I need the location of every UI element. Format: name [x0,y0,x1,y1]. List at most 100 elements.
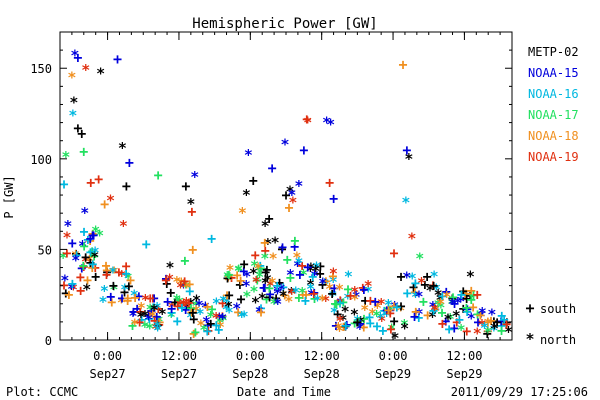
cluster-point: + [294,288,303,306]
cluster-point: + [354,312,363,330]
cluster-point: + [76,281,85,299]
cluster-point: + [298,257,307,275]
cluster-point: * [81,253,90,271]
cluster-point: * [414,287,423,305]
cluster-point: * [258,289,267,307]
cluster-point: + [358,279,367,297]
data-point-noaa-17: + [79,143,88,161]
cluster-point: + [502,315,511,333]
cluster-point: + [181,300,190,318]
cluster-point: + [353,313,362,331]
legend-entry-metp-02: METP-02 [528,45,579,59]
cluster-point: * [396,302,405,320]
cluster-point: * [242,287,251,305]
data-point-noaa-15: * [70,47,79,65]
cluster-point: + [371,292,380,310]
cluster-point: + [235,276,244,294]
cluster-point: + [155,315,164,333]
cluster-point: * [95,226,104,244]
cluster-point: + [91,259,100,277]
cluster-point: * [250,283,259,301]
cluster-point: * [124,270,133,288]
data-point-metp-02: + [122,177,131,195]
cluster-point: * [292,248,301,266]
cluster-point: * [350,283,359,301]
data-point-noaa-15: * [478,304,487,322]
cluster-point: * [377,312,386,330]
cluster-point: * [140,307,149,325]
cluster-point: + [341,317,350,335]
cluster-point: + [463,303,472,321]
cluster-point: + [378,322,387,340]
legend-entry-noaa-15: NOAA-15 [528,66,579,80]
cluster-point: + [466,287,475,305]
y-tick-label: 0 [45,334,52,348]
cluster-point: * [477,308,486,326]
cluster-point: * [430,301,439,319]
cluster-point: + [286,268,295,286]
x-tick-date: Sep28 [232,367,268,381]
cluster-point: * [202,313,211,331]
cluster-point: + [303,258,312,276]
cluster-point: + [166,284,175,302]
cluster-point: + [163,293,172,311]
cluster-point: * [428,308,437,326]
cluster-point: + [236,272,245,290]
cluster-point: + [77,259,86,277]
cluster-point: * [368,305,377,323]
cluster-point: + [259,278,268,296]
cluster-point: + [118,289,127,307]
x-tick-date: Sep27 [161,367,197,381]
cluster-point: * [158,305,167,323]
cluster-point: * [286,266,295,284]
cluster-point: * [196,317,205,335]
cluster-point: * [306,262,315,280]
cluster-point: + [212,316,221,334]
cluster-point: * [260,249,269,267]
cluster-point: * [446,310,455,328]
data-point-noaa-19: * [288,193,297,211]
cluster-point: + [489,312,498,330]
cluster-point: + [68,274,77,292]
cluster-point: + [256,299,265,317]
cluster-point: + [341,317,350,335]
cluster-point: * [457,321,466,339]
cluster-point: * [293,257,302,275]
cluster-point: * [261,274,270,292]
cluster-point: * [320,275,329,293]
cluster-point: * [456,292,465,310]
cluster-point: + [437,303,446,321]
data-point-noaa-15: * [326,115,335,133]
cluster-point: * [167,299,176,317]
cluster-point: + [448,289,457,307]
cluster-point: * [483,315,492,333]
cluster-point: * [153,318,162,336]
cluster-point: + [189,324,198,342]
cluster-point: + [386,320,395,338]
cluster-point: * [263,235,272,253]
cluster-point: * [294,254,303,272]
cluster-point: * [150,301,159,319]
cluster-point: + [331,317,340,335]
cluster-point: * [136,308,145,326]
cluster-point: * [273,285,282,303]
cluster-point: + [350,314,359,332]
cluster-point: + [260,234,269,252]
cluster-point: * [206,308,215,326]
cluster-point: + [260,278,269,296]
data-point-noaa-15: + [89,226,98,244]
cluster-point: + [170,293,179,311]
cluster-point: * [273,283,282,301]
data-point-noaa-16: + [207,230,216,248]
cluster-point: * [254,260,263,278]
data-point-metp-02: * [69,94,78,112]
cluster-point: + [152,308,161,326]
cluster-point: * [390,298,399,316]
cluster-point: + [474,313,483,331]
data-point-noaa-15: + [268,159,277,177]
cluster-point: + [309,284,318,302]
cluster-point: + [462,285,471,303]
cluster-point: * [271,234,280,252]
cluster-point: * [453,294,462,312]
